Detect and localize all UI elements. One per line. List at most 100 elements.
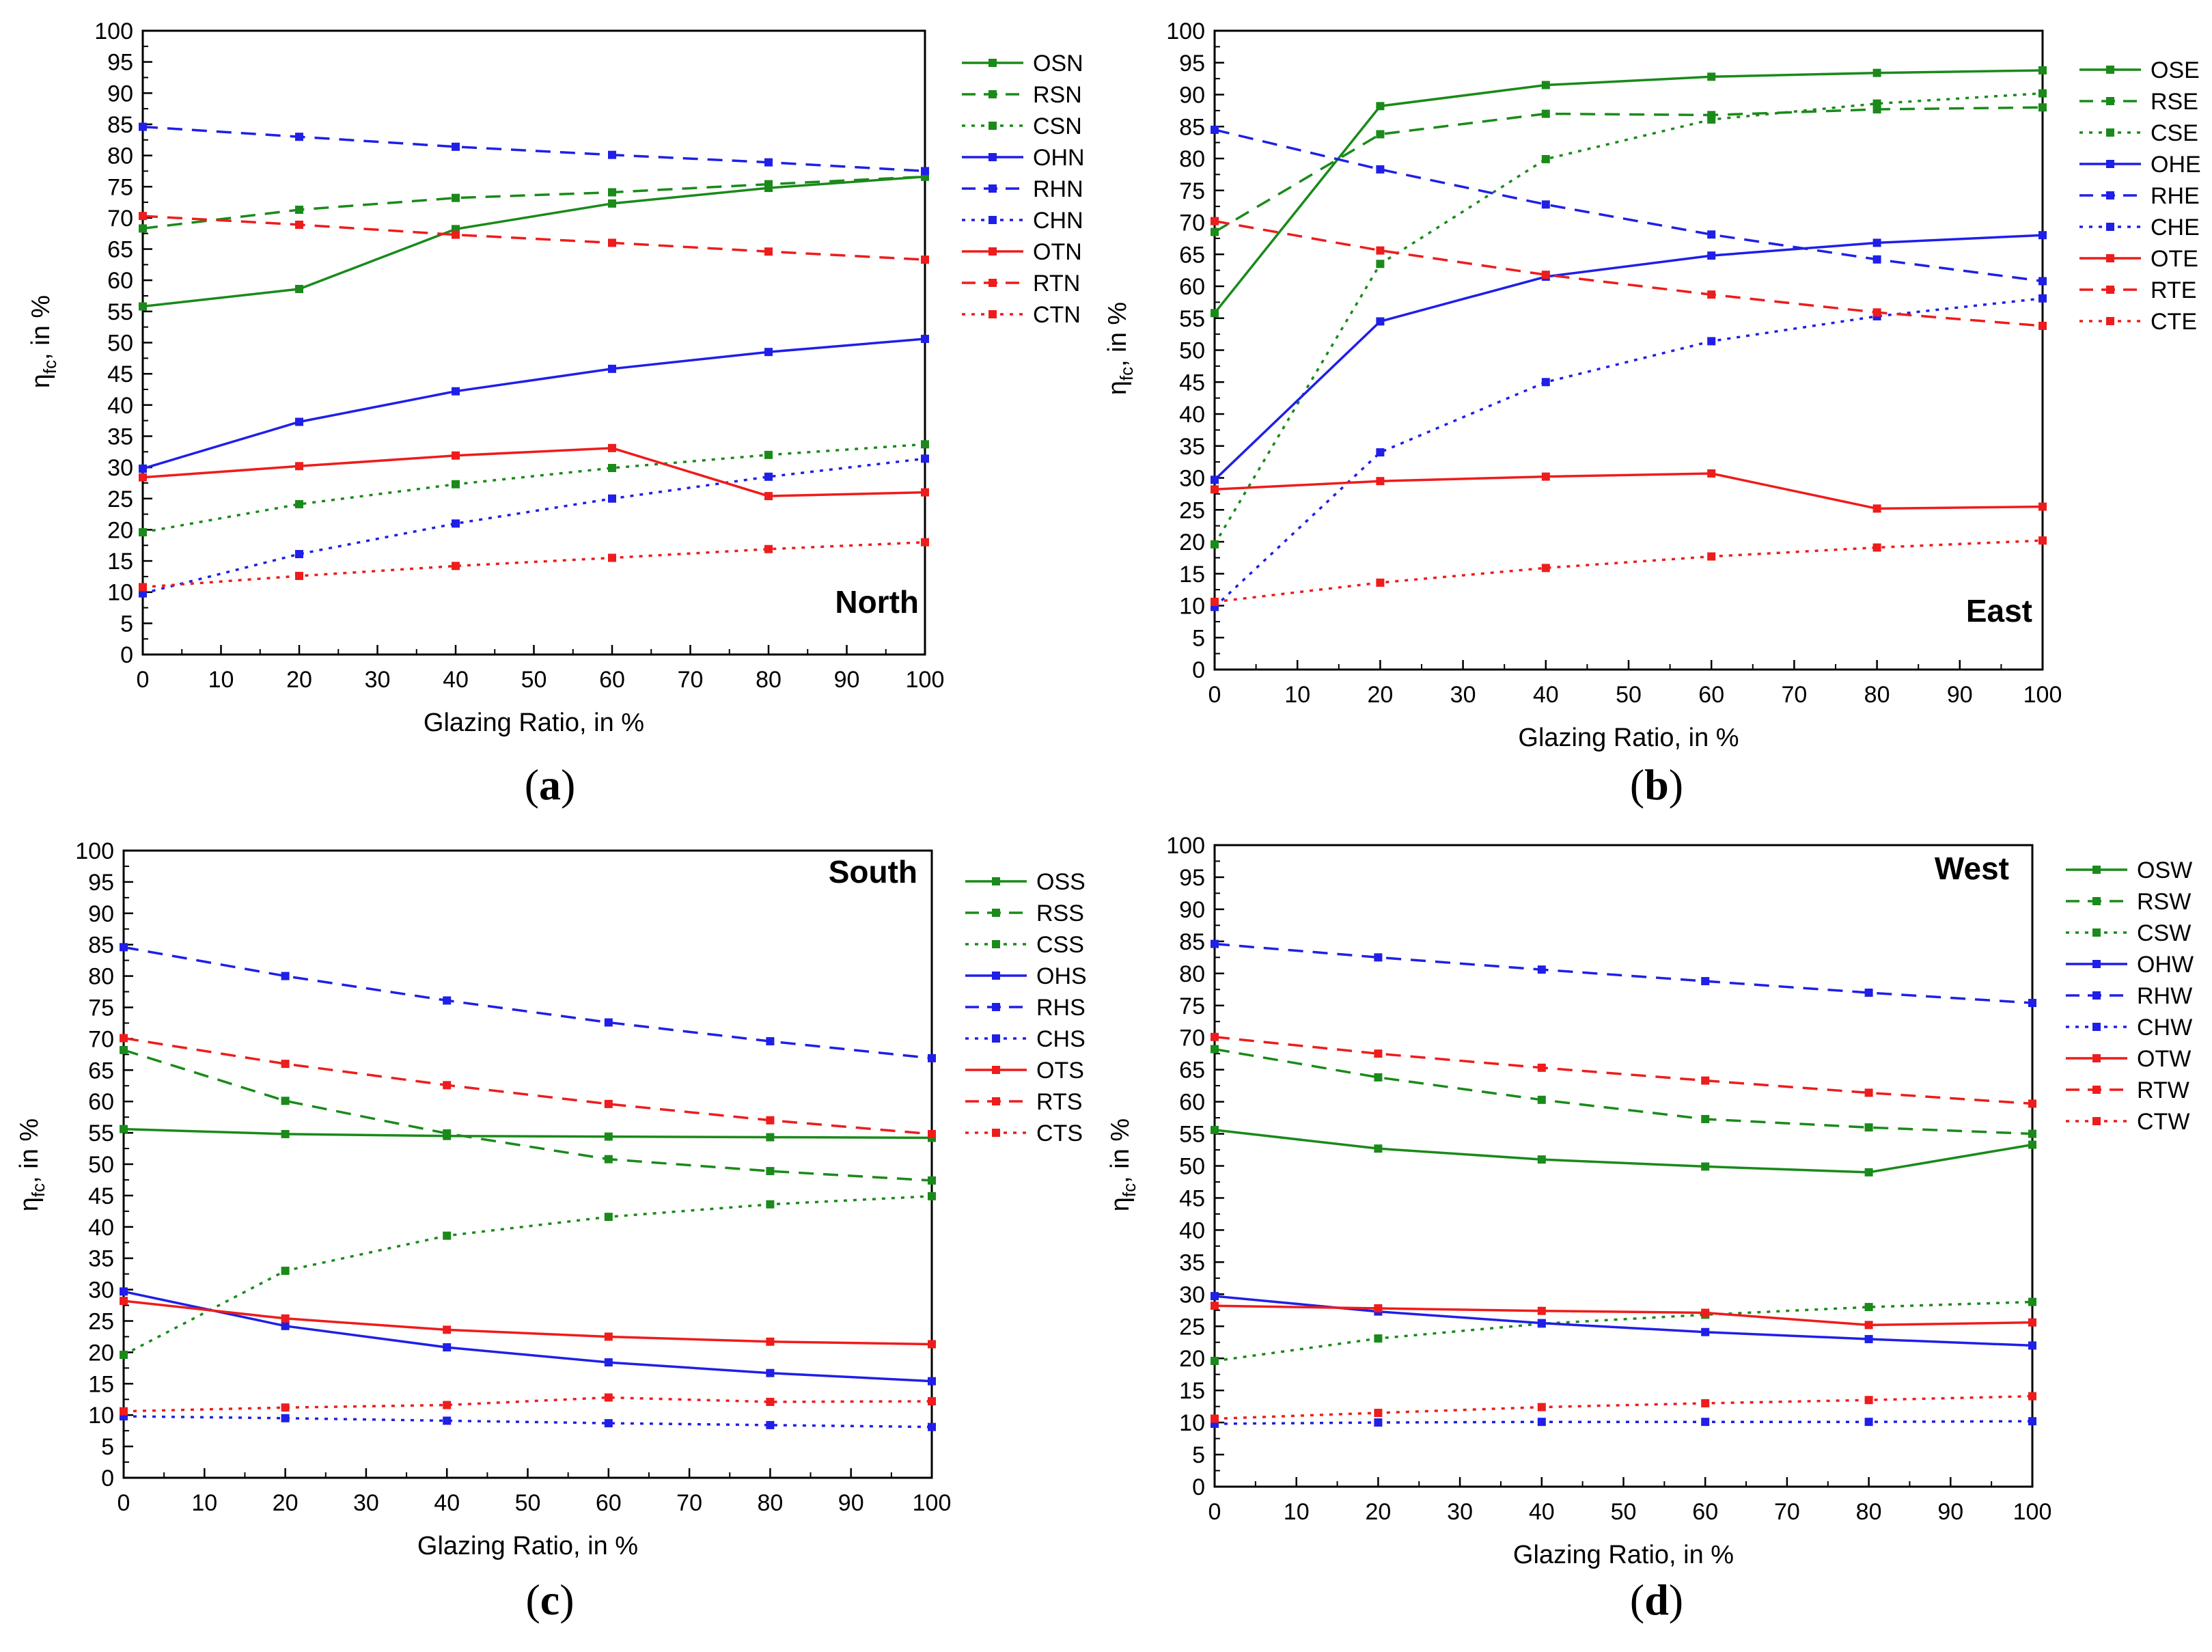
legend-marker: [989, 90, 997, 98]
data-point-RSN: [608, 188, 616, 197]
legend-label: CTW: [2137, 1109, 2189, 1135]
data-point-CSS: [928, 1192, 936, 1200]
legend-item-OHN: OHN: [962, 145, 1085, 171]
data-point-CHN: [608, 494, 616, 503]
data-point-OHE: [1707, 251, 1716, 260]
series-line-RTN: [142, 215, 926, 261]
chart-panel-b: 0 5 10 15 20 25 30 35 40 45 50 55 60 65 70 75 80 85 90 95 10…: [1103, 18, 2201, 809]
x-tick-label: 100: [2013, 1499, 2052, 1525]
data-point-CHS: [928, 1422, 936, 1431]
legend-marker: [992, 940, 1000, 948]
data-point-OTN: [139, 473, 147, 482]
x-tick-label: 60: [1698, 682, 1724, 708]
y-tick-label: 40: [88, 1215, 114, 1241]
data-point-CTW: [1864, 1396, 1873, 1405]
chart-panel-a: 0 5 10 15 20 25 30 35 40 45 50 55 60 65 70 75 80 85 90 95 10…: [27, 18, 1085, 809]
x-tick-label: 100: [906, 667, 945, 693]
data-point-RSW: [1864, 1123, 1873, 1132]
data-point-CHS: [604, 1419, 613, 1428]
legend-label: CTN: [1033, 302, 1081, 328]
series-line-OTS: [123, 1299, 932, 1346]
data-point-RSW: [1701, 1114, 1710, 1123]
panel-caption-letter: d: [1644, 1575, 1669, 1624]
y-tick-label: 10: [1179, 1410, 1205, 1436]
legend-marker: [2106, 66, 2114, 74]
panel-caption-letter: a: [539, 760, 561, 809]
y-tick-label: 5: [120, 611, 133, 637]
legend-label: OTS: [1036, 1058, 1084, 1084]
series-line-CHW: [1214, 1420, 2033, 1425]
data-point-CSW: [1374, 1334, 1383, 1343]
data-point-OTN: [921, 488, 929, 497]
y-tick-label: 30: [107, 455, 133, 481]
series-line-CTS: [123, 1396, 932, 1413]
y-tick-label: 50: [88, 1152, 114, 1178]
legend-label: CTE: [2151, 309, 2197, 335]
data-point-CTW: [2028, 1392, 2036, 1401]
data-point-OTN: [295, 462, 303, 471]
data-point-CHS: [281, 1414, 290, 1422]
data-point-CSN: [921, 440, 929, 449]
y-tick-label: 85: [1179, 929, 1205, 955]
x-tick-label: 80: [1856, 1499, 1882, 1525]
series-line-RSE: [1214, 106, 2043, 234]
legend-label: RTN: [1033, 271, 1080, 297]
legend-marker: [2106, 223, 2114, 231]
x-tick-label: 70: [1774, 1499, 1800, 1525]
legend-marker: [989, 247, 997, 256]
y-tick-label: 85: [1179, 114, 1205, 140]
data-point-CHW: [2028, 1417, 2036, 1426]
y-tick-label: 65: [1179, 1058, 1205, 1084]
data-point-OHE: [1211, 476, 1219, 484]
y-tick-label: 25: [107, 486, 133, 512]
chart-panel-d: 0 5 10 15 20 25 30 35 40 45 50 55 60 65 70 75 80 85 90 95 10…: [1106, 833, 2194, 1624]
legend-item-CHS: CHS: [965, 1026, 1086, 1052]
series-OTE: [1211, 469, 2047, 513]
data-point-RSW: [1537, 1095, 1546, 1104]
x-axis-label: Glazing Ratio, in %: [1518, 724, 1739, 752]
y-tick-label: 100: [75, 838, 114, 864]
legend-item-CSE: CSE: [2079, 120, 2198, 146]
legend-marker: [2106, 317, 2114, 325]
y-tick-label: 20: [88, 1340, 114, 1366]
panel-caption-letter: b: [1644, 760, 1669, 809]
legend-label: CSW: [2137, 920, 2191, 946]
data-point-CTE: [1541, 564, 1550, 573]
data-point-CHS: [766, 1420, 775, 1429]
y-axis-label: ηfc, in %: [27, 295, 60, 388]
y-tick-label: 40: [1179, 402, 1205, 428]
data-point-OHN: [921, 335, 929, 344]
data-point-RTN: [921, 256, 929, 264]
legend-item-OTN: OTN: [962, 239, 1082, 265]
data-point-CTE: [2038, 536, 2047, 545]
y-tick-label: 20: [107, 517, 133, 543]
y-axis-label-subscript: fc: [1119, 1183, 1139, 1197]
data-point-RTS: [120, 1034, 128, 1043]
series-CTN: [139, 538, 929, 592]
series-line-CHN: [142, 457, 926, 595]
legend-marker: [2092, 960, 2101, 968]
series-RSN: [139, 172, 929, 233]
x-tick-label: 40: [443, 667, 469, 693]
legend-label: CHN: [1033, 208, 1083, 234]
data-point-RTN: [764, 247, 773, 256]
x-tick-label: 0: [1208, 1499, 1221, 1525]
legend-item-CTW: CTW: [2066, 1109, 2189, 1135]
x-tick-label: 90: [1947, 682, 1973, 708]
y-tick-label: 35: [88, 1246, 114, 1272]
legend-marker: [992, 1003, 1000, 1011]
y-tick-label: 0: [1192, 657, 1205, 683]
legend-marker: [2106, 128, 2114, 137]
legend-marker: [992, 972, 1000, 980]
y-axis-label-symbol: η: [15, 1197, 44, 1211]
series-RHN: [139, 122, 929, 176]
y-axis-label-unit: , in %: [27, 295, 55, 360]
data-point-CTW: [1701, 1399, 1710, 1407]
x-tick-label: 80: [756, 667, 782, 693]
legend-label: CHE: [2151, 215, 2200, 240]
y-tick-label: 40: [1179, 1217, 1205, 1243]
series-CTW: [1211, 1392, 2036, 1423]
x-tick-label: 0: [117, 1490, 130, 1516]
legend-item-OSE: OSE: [2079, 57, 2200, 83]
legend-marker: [2092, 1054, 2101, 1062]
